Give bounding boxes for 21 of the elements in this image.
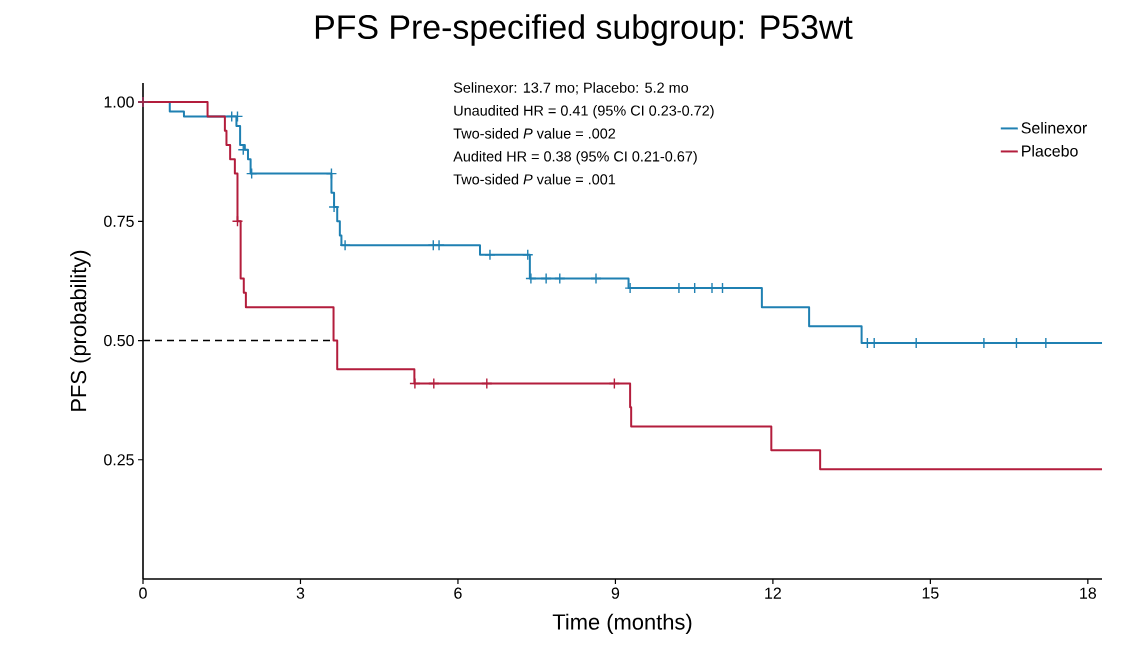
y-tick-label: 0.25 <box>104 454 134 466</box>
x-tick-label: 12 <box>765 587 781 599</box>
x-tick-label: 3 <box>296 587 305 599</box>
x-tick-label: 18 <box>1080 587 1097 599</box>
legend-label: Placebo <box>1022 144 1078 157</box>
x-axis-title: Time (months) <box>552 613 692 635</box>
annotation: Audited HR = 0.38 (95% CI 0.21-0.67) <box>453 150 697 165</box>
annotation: Two-sided P value = .002 <box>453 128 616 139</box>
x-tick-label: 15 <box>922 587 939 599</box>
annotation: Selinexor: 13.7 mo; Placebo: 5.2 mo <box>453 82 689 95</box>
x-tick-label: 0 <box>139 587 147 599</box>
y-tick-label: 1.00 <box>104 96 134 108</box>
legend-label: Selinexor <box>1021 121 1087 134</box>
y-axis-title: PFS (probability) <box>70 250 91 411</box>
x-tick-label: 6 <box>454 587 462 599</box>
annotation: Unaudited HR = 0.41 (95% CI 0.23-0.72) <box>454 105 714 119</box>
y-tick-label: 0.50 <box>104 334 134 347</box>
annotation: Two-sided P value = .001 <box>453 173 616 185</box>
chart-title: PFS Pre-specified subgroup: P53wt <box>315 14 853 46</box>
x-tick-label: 9 <box>611 587 620 599</box>
y-tick-label: 0.75 <box>104 215 134 227</box>
